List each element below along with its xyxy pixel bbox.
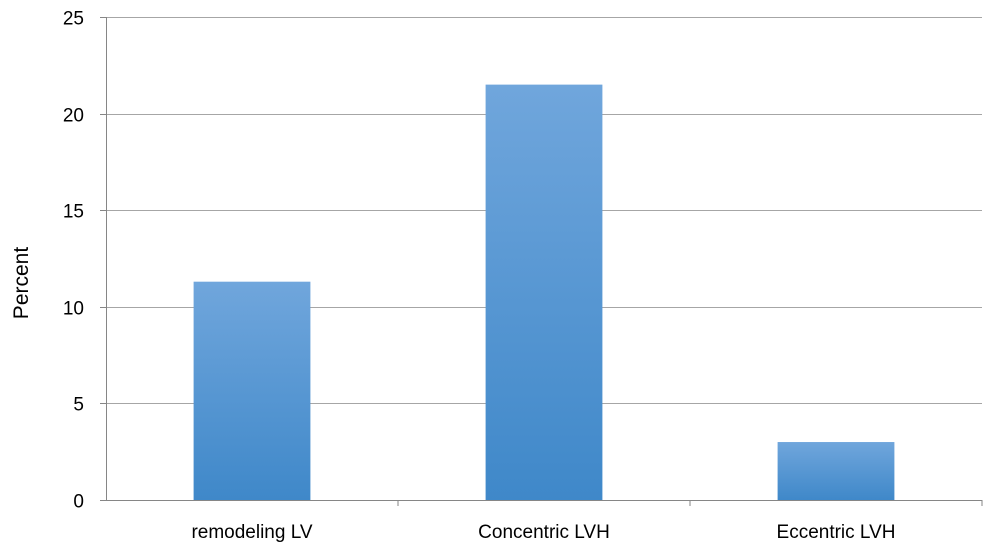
bar-eccentric-lvh bbox=[777, 442, 895, 500]
bar-remodeling-lv bbox=[193, 281, 311, 500]
x-tick-labels: remodeling LV Concentric LVH Eccentric LVH bbox=[191, 522, 895, 543]
y-tick-label: 5 bbox=[73, 395, 84, 416]
x-tick-label: Eccentric LVH bbox=[777, 522, 896, 543]
y-tick-label: 15 bbox=[63, 202, 84, 223]
axes bbox=[100, 17, 983, 506]
y-tick-labels: 0 5 10 15 20 25 bbox=[63, 9, 84, 513]
x-tick-label: Concentric LVH bbox=[478, 522, 610, 543]
y-tick-label: 0 bbox=[73, 492, 84, 513]
x-tick-label: remodeling LV bbox=[191, 522, 312, 543]
y-tick-label: 25 bbox=[63, 9, 84, 30]
y-axis-label: Percent bbox=[10, 247, 33, 320]
bars bbox=[193, 84, 895, 501]
bar-concentric-lvh bbox=[485, 84, 603, 501]
y-tick-label: 10 bbox=[63, 299, 84, 320]
y-tick-label: 20 bbox=[63, 106, 84, 127]
